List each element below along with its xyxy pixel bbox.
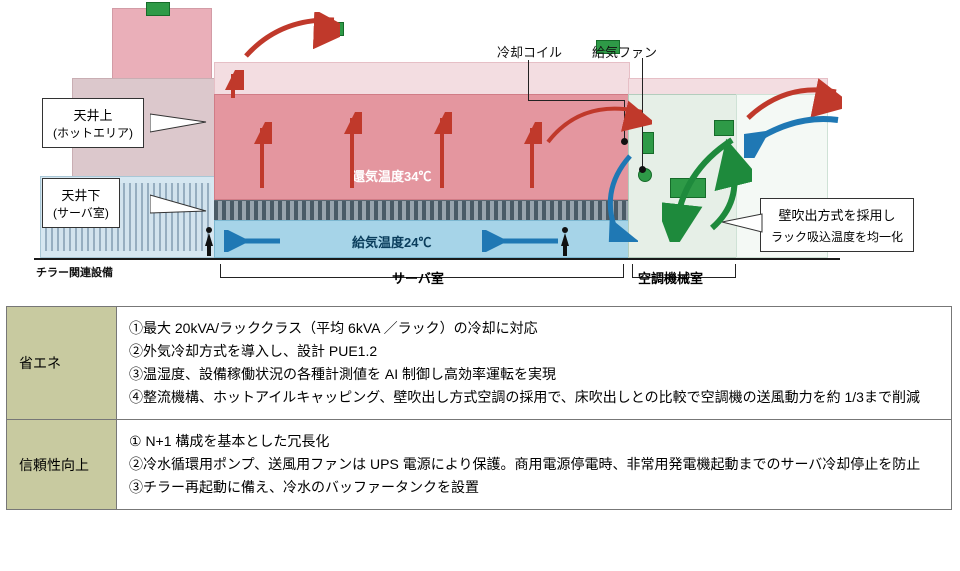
server-room-label: サーバ室	[392, 268, 444, 287]
supply-temp-label: 給気温度24℃	[352, 232, 431, 251]
coil-flow-arrow-icon	[590, 152, 638, 242]
list-item: ③温湿度、設備稼働状況の各種計測値を AI 制御し高効率運転を実現	[129, 363, 939, 386]
supply-arrow-icon	[482, 230, 562, 252]
list-item: ①最大 20kVA/ラッククラス（平均 6kVA ／ラック）の冷却に対応	[129, 317, 939, 340]
list-item: ④整流機構、ホットアイルキャッピング、壁吹出し方式空調の採用で、床吹出しとの比較…	[129, 386, 939, 409]
table-row-body: ① N+1 構成を基本とした冗長化②冷水循環用ポンプ、送風用ファンは UPS 電…	[117, 420, 952, 510]
hot-arrow-icon	[252, 122, 272, 192]
callout-ceiling-above: 天井上 (ホットエリア)	[42, 98, 144, 148]
mech-room-label: 空調機械室	[638, 268, 703, 287]
cooling-coil-label: 冷却コイル	[497, 42, 562, 61]
callout-ceiling-below: 天井下 (サーバ室)	[42, 178, 120, 228]
block-upper-left	[112, 8, 212, 80]
return-temp-label: 還気温度34℃	[352, 166, 431, 185]
callout-ceiling-above-l1: 天井上	[53, 105, 133, 124]
callout-ceiling-above-l2: (ホットエリア)	[53, 124, 133, 141]
features-table: 省エネ①最大 20kVA/ラッククラス（平均 6kVA ／ラック）の冷却に対応②…	[6, 306, 952, 510]
leader-2-dot	[639, 166, 646, 173]
person-icon	[202, 226, 216, 256]
supply-arrow-icon	[224, 230, 284, 252]
exhaust-arrow-icon	[240, 12, 340, 62]
leader-1a	[528, 60, 529, 100]
callout-ceiling-below-l1: 天井下	[53, 185, 109, 204]
hot-arrow-icon	[542, 92, 652, 152]
list-item: ②外気冷却方式を導入し、設計 PUE1.2	[129, 340, 939, 363]
hot-area-roof	[214, 62, 630, 96]
callout-wall-blow: 壁吹出方式を採用し ラック吸込温度を均一化	[760, 198, 914, 252]
supply-fan-label: 給気ファン	[592, 42, 657, 61]
callout-ceiling-below-l2: (サーバ室)	[53, 204, 109, 221]
callout-tail-2	[150, 191, 210, 221]
hot-arrow-icon	[222, 70, 244, 102]
hot-arrow-icon	[432, 112, 452, 192]
table-row-body: ①最大 20kVA/ラッククラス（平均 6kVA ／ラック）の冷却に対応②外気冷…	[117, 307, 952, 420]
hot-arrow-icon	[522, 122, 542, 192]
ground-line	[34, 258, 840, 260]
outdoor-intake-arrow-icon	[744, 110, 844, 158]
airflow-section-diagram: 還気温度34℃ 給気温度24℃ チラー関連設備 サーバ室 空調機械室 天井上 (…	[2, 2, 958, 292]
list-item: ① N+1 構成を基本とした冗長化	[129, 430, 939, 453]
table-row-header: 省エネ	[7, 307, 117, 420]
callout-wall-blow-l1: 壁吹出方式を採用し	[771, 205, 903, 224]
callout-tail-1	[150, 110, 210, 140]
server-racks	[214, 200, 630, 222]
callout-wall-blow-l2: ラック吸込温度を均一化	[771, 228, 903, 245]
list-item: ②冷水循環用ポンプ、送風用ファンは UPS 電源により保護。商用電源停電時、非常…	[129, 453, 939, 476]
unit-roof-1	[146, 2, 170, 16]
chiller-room-label: チラー関連設備	[36, 264, 113, 280]
list-item: ③チラー再起動に備え、冷水のバッファータンクを設置	[129, 476, 939, 499]
table-row-header: 信頼性向上	[7, 420, 117, 510]
hot-arrow-icon	[342, 112, 362, 192]
machineroom-flow-arrow-icon	[662, 132, 752, 242]
